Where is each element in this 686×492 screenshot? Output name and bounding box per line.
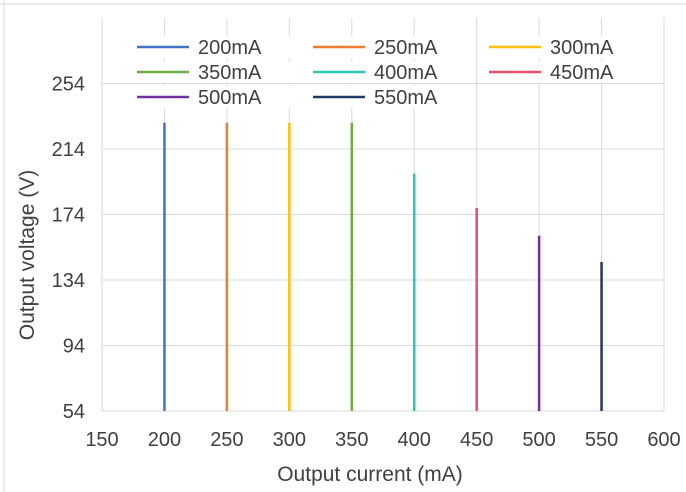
y-axis-label: Output voltage (V): [16, 170, 39, 340]
legend-entry-bg: [313, 86, 471, 108]
y-tick-label: 54: [63, 401, 85, 423]
y-tick-label: 94: [63, 336, 85, 358]
legend-label: 300mA: [550, 37, 614, 59]
legend-label: 500mA: [198, 87, 262, 109]
x-tick-label: 450: [460, 429, 493, 451]
x-tick-label: 600: [647, 429, 680, 451]
x-axis-ticks: 150 200 250 300 350 400 450 500 550 600: [85, 429, 680, 451]
y-tick-label: 134: [52, 270, 85, 292]
legend-label: 550mA: [374, 87, 438, 109]
y-tick-label: 214: [52, 139, 85, 161]
legend-entry-bg: [313, 36, 471, 58]
y-tick-label: 174: [52, 205, 85, 227]
x-tick-label: 400: [398, 429, 431, 451]
x-tick-label: 300: [273, 429, 306, 451]
legend: 200mA 250mA 300mA 350mA 400mA 450mA 500mA 550mA: [137, 36, 647, 109]
x-tick-label: 500: [522, 429, 555, 451]
legend-label: 350mA: [198, 62, 262, 84]
legend-entry-bg: [489, 36, 647, 58]
legend-label: 400mA: [374, 62, 438, 84]
y-tick-label: 254: [52, 74, 85, 96]
legend-entry-bg: [137, 61, 295, 83]
legend-entry-bg: [489, 61, 647, 83]
x-tick-label: 200: [148, 429, 181, 451]
y-axis-ticks: 54 94 134 174 214 254: [52, 74, 85, 424]
x-axis-label: Output current (mA): [277, 463, 463, 486]
x-tick-label: 550: [585, 429, 618, 451]
legend-label: 250mA: [374, 37, 438, 59]
legend-entry-bg: [313, 61, 471, 83]
legend-entry-bg: [137, 36, 295, 58]
legend-label: 450mA: [550, 62, 614, 84]
x-tick-label: 250: [210, 429, 243, 451]
legend-entry-bg: [137, 86, 295, 108]
x-tick-label: 150: [85, 429, 118, 451]
x-tick-label: 350: [335, 429, 368, 451]
legend-label: 200mA: [198, 37, 262, 59]
series-lines: [163, 122, 603, 411]
